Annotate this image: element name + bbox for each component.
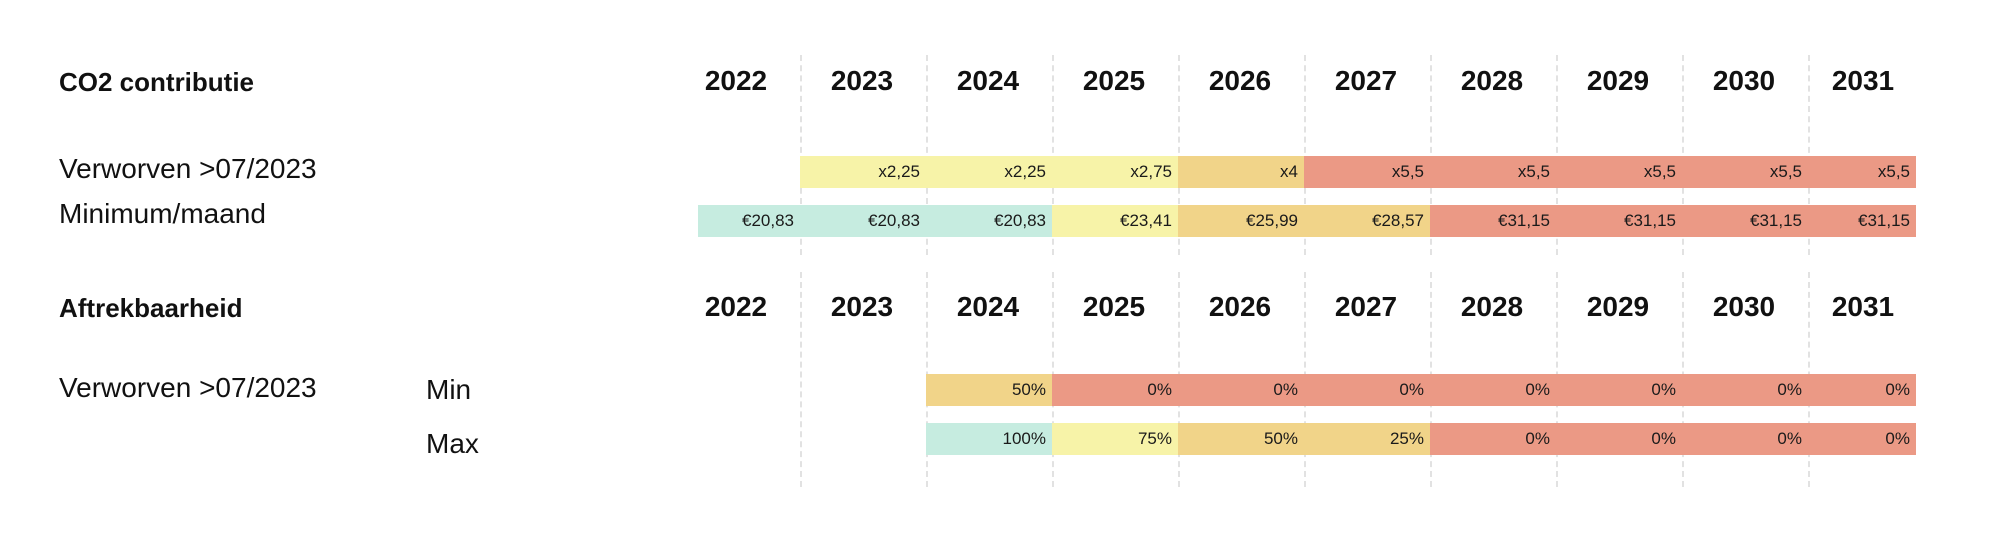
value-cell: x5,5	[1304, 156, 1430, 188]
value-cell: 0%	[1682, 374, 1808, 406]
column-divider	[800, 272, 802, 487]
value-cell: €28,57	[1304, 205, 1430, 237]
value-cell: x2,25	[800, 156, 926, 188]
row-label-minimum-maand: Minimum/maand	[59, 198, 266, 229]
year-header: 2027	[1334, 65, 1398, 96]
row-label-verworven-aftrek: Verworven >07/2023	[59, 372, 317, 403]
sub-label-min: Min	[426, 374, 472, 405]
value-cell: €23,41	[1052, 205, 1178, 237]
year-header: 2024	[956, 65, 1020, 96]
year-header: 2026	[1208, 291, 1272, 322]
value-cell: 0%	[1052, 374, 1178, 406]
value-cell: €31,15	[1556, 205, 1682, 237]
year-header: 2025	[1082, 65, 1146, 96]
column-divider	[1556, 55, 1558, 255]
year-header: 2031	[1831, 65, 1895, 96]
value-cell: 0%	[1556, 374, 1682, 406]
section-aftrekbaarheid-title: Aftrekbaarheid	[59, 293, 243, 323]
year-header: 2029	[1586, 291, 1650, 322]
value-cell: x5,5	[1808, 156, 1916, 188]
year-header: 2028	[1460, 65, 1524, 96]
year-header: 2030	[1712, 65, 1776, 96]
column-divider	[1682, 55, 1684, 255]
value-cell: 0%	[1430, 374, 1556, 406]
value-cell: 0%	[1808, 374, 1916, 406]
column-divider	[926, 55, 928, 255]
value-cell: x2,75	[1052, 156, 1178, 188]
value-cell: x4	[1178, 156, 1304, 188]
value-cell: 0%	[1808, 423, 1916, 455]
value-cell: €31,15	[1682, 205, 1808, 237]
value-cell: €20,83	[926, 205, 1052, 237]
year-header: 2029	[1586, 65, 1650, 96]
year-header: 2023	[830, 65, 894, 96]
value-cell: 0%	[1556, 423, 1682, 455]
sub-label-max: Max	[426, 428, 479, 459]
value-cell: €25,99	[1178, 205, 1304, 237]
value-cell: €20,83	[800, 205, 926, 237]
value-cell: x5,5	[1430, 156, 1556, 188]
section-co2-title: CO2 contributie	[59, 67, 255, 97]
year-header: 2022	[704, 65, 768, 96]
year-header: 2028	[1460, 291, 1524, 322]
year-header: 2026	[1208, 65, 1272, 96]
year-header: 2027	[1334, 291, 1398, 322]
row-label-verworven-co2: Verworven >07/2023	[59, 153, 317, 184]
value-cell: 75%	[1052, 423, 1178, 455]
value-cell: x2,25	[926, 156, 1052, 188]
year-header: 2023	[830, 291, 894, 322]
value-cell: 100%	[926, 423, 1052, 455]
value-cell: x5,5	[1682, 156, 1808, 188]
value-cell: 0%	[1304, 374, 1430, 406]
value-cell: x5,5	[1556, 156, 1682, 188]
year-header: 2024	[956, 291, 1020, 322]
value-cell: 25%	[1304, 423, 1430, 455]
column-divider	[1430, 55, 1432, 255]
value-cell: €31,15	[1808, 205, 1916, 237]
value-cell: €31,15	[1430, 205, 1556, 237]
column-divider	[1178, 55, 1180, 255]
column-divider	[1052, 55, 1054, 255]
column-divider	[1304, 55, 1306, 255]
column-divider	[800, 55, 802, 255]
year-header: 2031	[1831, 291, 1895, 322]
column-divider	[1808, 55, 1810, 255]
value-cell: 0%	[1430, 423, 1556, 455]
year-header: 2025	[1082, 291, 1146, 322]
value-cell: 50%	[926, 374, 1052, 406]
value-cell: 50%	[1178, 423, 1304, 455]
value-cell: 0%	[1178, 374, 1304, 406]
year-header: 2030	[1712, 291, 1776, 322]
value-cell: 0%	[1682, 423, 1808, 455]
value-cell: €20,83	[698, 205, 800, 237]
year-header: 2022	[704, 291, 768, 322]
